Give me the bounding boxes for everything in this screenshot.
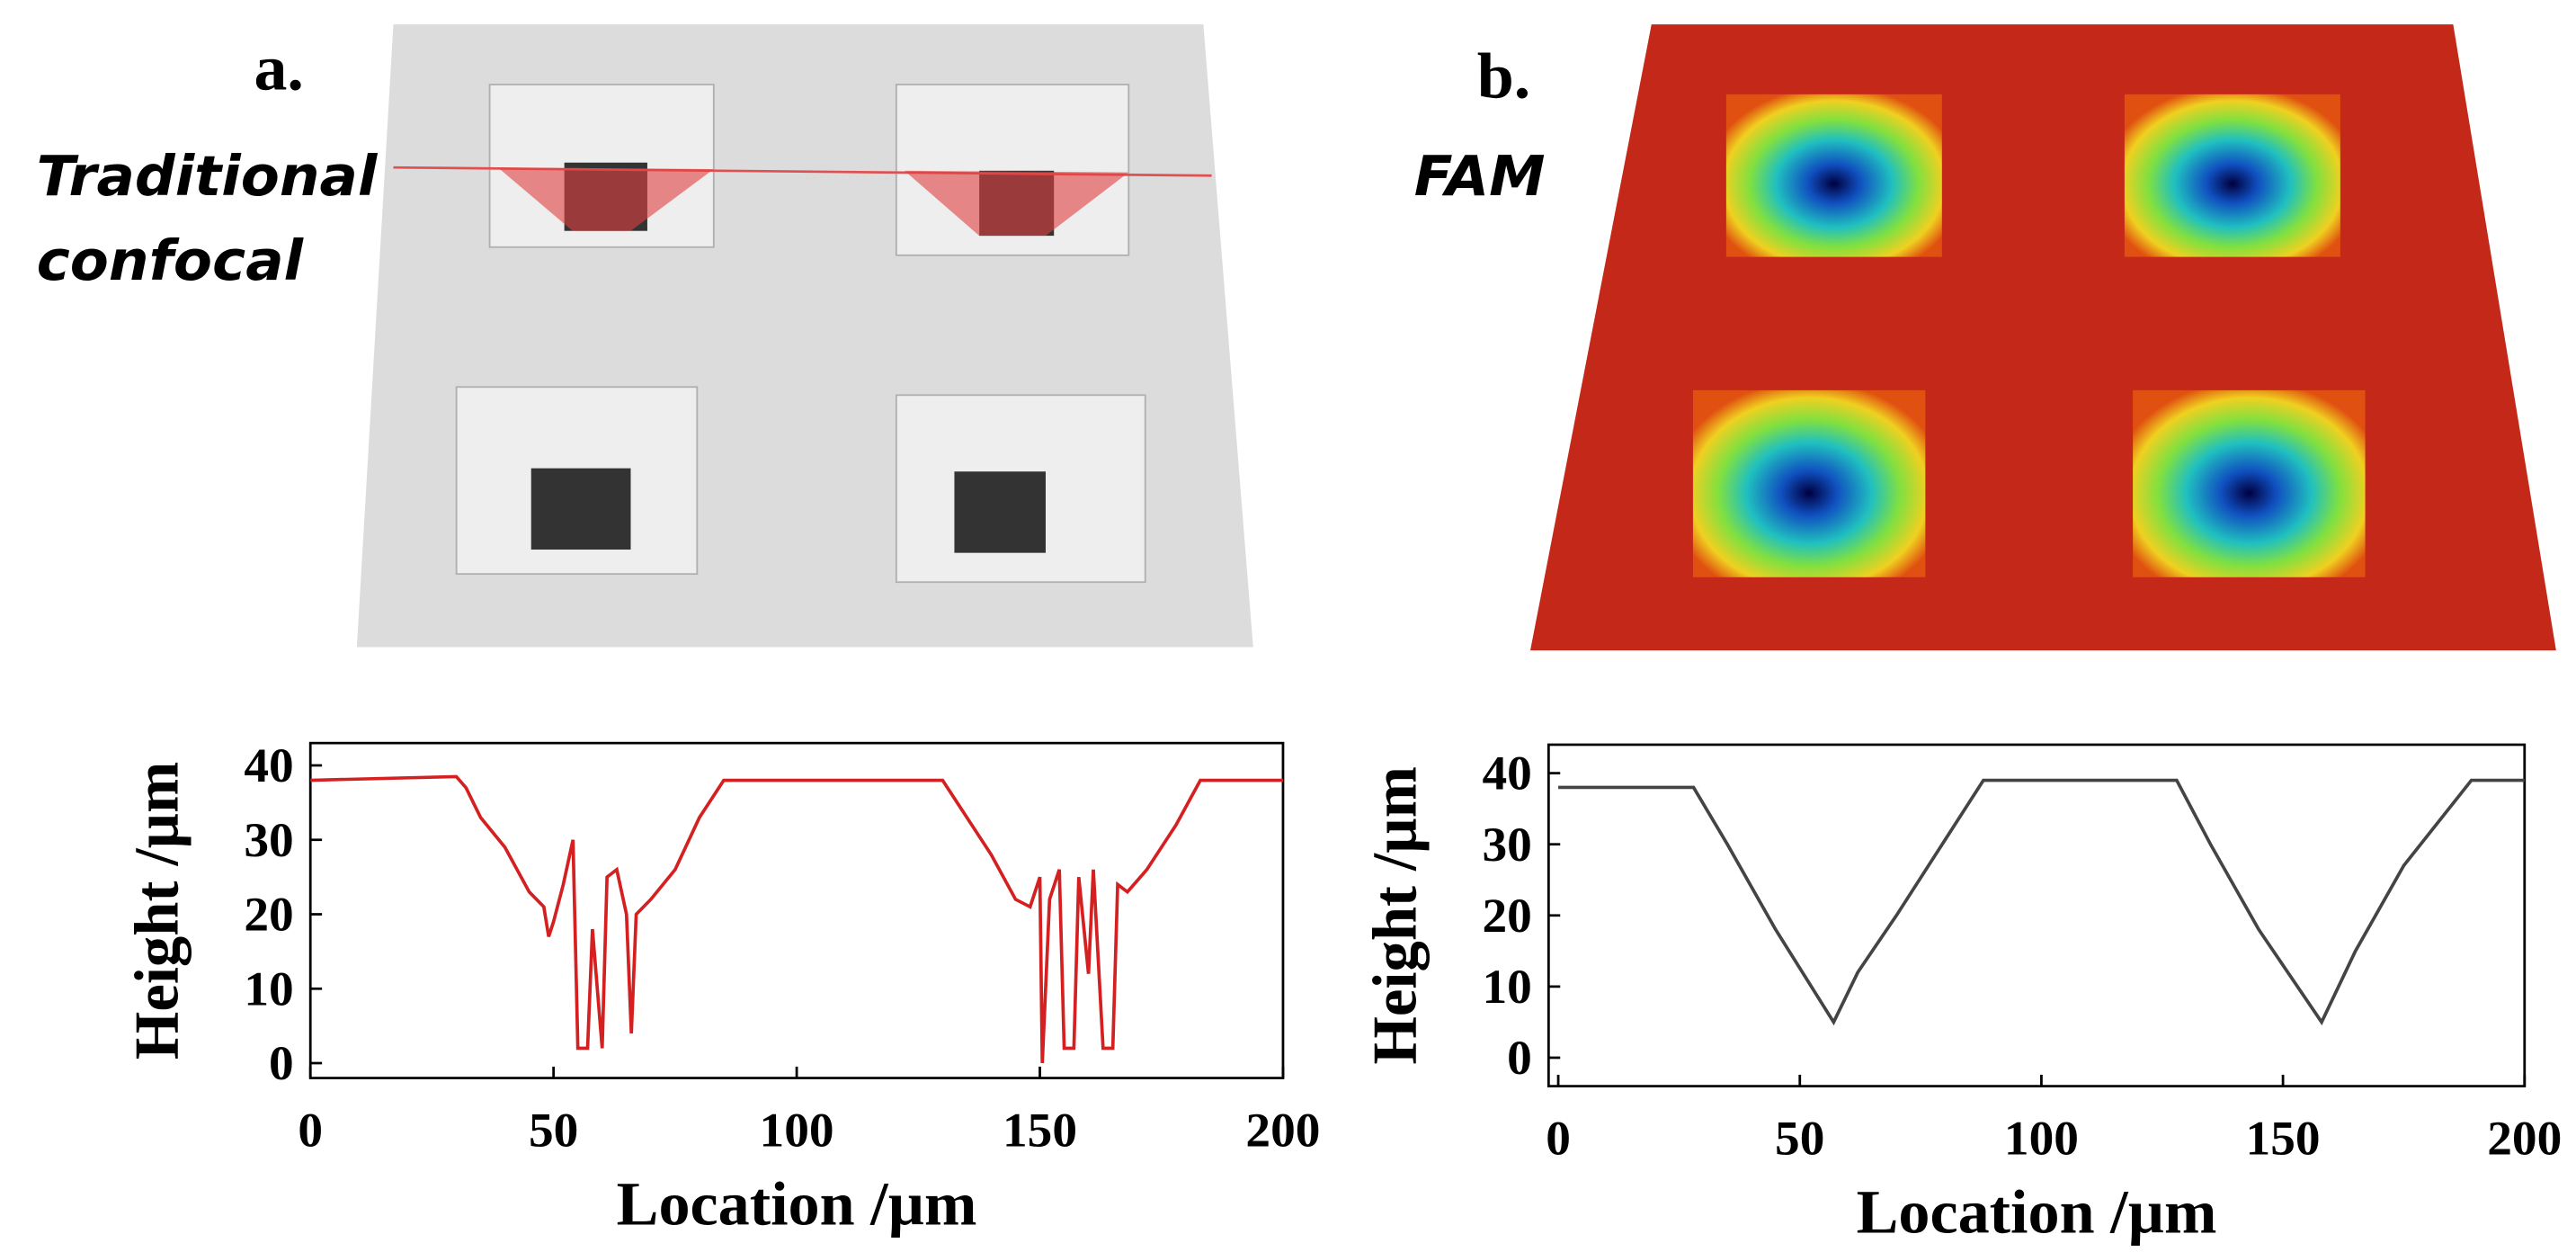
y-tick-label: 40 [244,738,293,792]
panel-label: a. [254,31,303,103]
y-tick-label: 0 [269,1036,294,1090]
plot-frame [310,743,1283,1078]
y-tick-label: 20 [1482,888,1531,942]
data-line [310,776,1283,1063]
x-tick-label: 50 [1775,1111,1824,1165]
x-tick-label: 150 [1003,1103,1077,1157]
x-axis-label: Location /µm [617,1170,977,1239]
panel-label: b. [1477,40,1531,112]
image-caption: confocal [37,228,304,293]
x-axis-label: Location /µm [1857,1178,2217,1247]
x-tick-label: 50 [529,1103,578,1157]
figure: a. Traditional confocal b. FAM 050100150… [0,0,2576,1252]
x-tick-label: 100 [2004,1111,2079,1165]
y-axis-label: Height /µm [122,762,192,1060]
x-tick-label: 200 [1245,1103,1320,1157]
y-tick-label: 30 [244,812,293,866]
image-caption: Traditional [37,144,379,209]
x-tick-label: 100 [760,1103,834,1157]
y-tick-label: 10 [1482,959,1531,1013]
y-tick-label: 10 [244,961,293,1015]
x-tick-label: 150 [2246,1111,2321,1165]
y-tick-label: 0 [1507,1031,1532,1085]
y-tick-label: 30 [1482,817,1531,871]
y-axis-label: Height /µm [1360,766,1431,1064]
data-line [1558,781,2525,1023]
confocal-image [357,24,1253,647]
x-tick-label: 0 [298,1103,323,1157]
x-tick-label: 200 [2487,1111,2562,1165]
y-tick-label: 40 [1482,746,1531,800]
y-tick-label: 20 [244,887,293,941]
x-tick-label: 0 [1546,1111,1571,1165]
plot-frame [1548,745,2524,1087]
image-caption: FAM [1414,144,1546,209]
page: {"images": [ {"label": "a.", "caption_li… [0,0,2576,1252]
fam-image [1530,24,2556,650]
